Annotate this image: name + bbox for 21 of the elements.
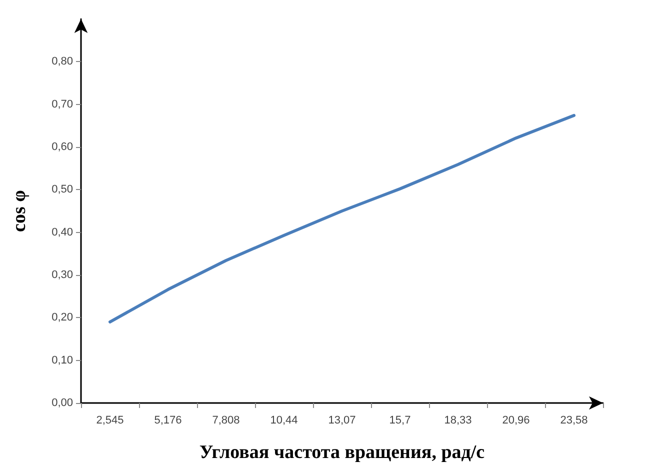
y-tick-label: 0,10 [52,354,73,366]
x-tick-label: 10,44 [270,414,298,426]
x-tick-label: 13,07 [328,414,356,426]
x-tick-label: 23,58 [560,414,588,426]
y-tick-label: 0,30 [52,269,73,281]
x-axis-title: Угловая частота вращения, рад/с [199,442,485,463]
line-series [108,114,576,324]
y-tick-label: 0,60 [52,141,73,153]
x-tick-label: 15,7 [389,414,411,426]
y-tick-label: 0,70 [52,98,73,110]
y-tick-label: 0,00 [52,397,73,409]
y-tick-label: 0,50 [52,184,73,196]
x-tick-label: 2,545 [96,414,124,426]
x-tick-label: 20,96 [502,414,530,426]
x-tick-label: 18,33 [444,414,472,426]
y-axis-title: cos φ [9,190,30,232]
x-tick-label: 7,808 [212,414,240,426]
y-tick-label: 0,20 [52,312,73,324]
y-tick-label: 0,40 [52,226,73,238]
x-tick-label: 5,176 [154,414,182,426]
y-tick-label: 0,80 [52,56,73,68]
